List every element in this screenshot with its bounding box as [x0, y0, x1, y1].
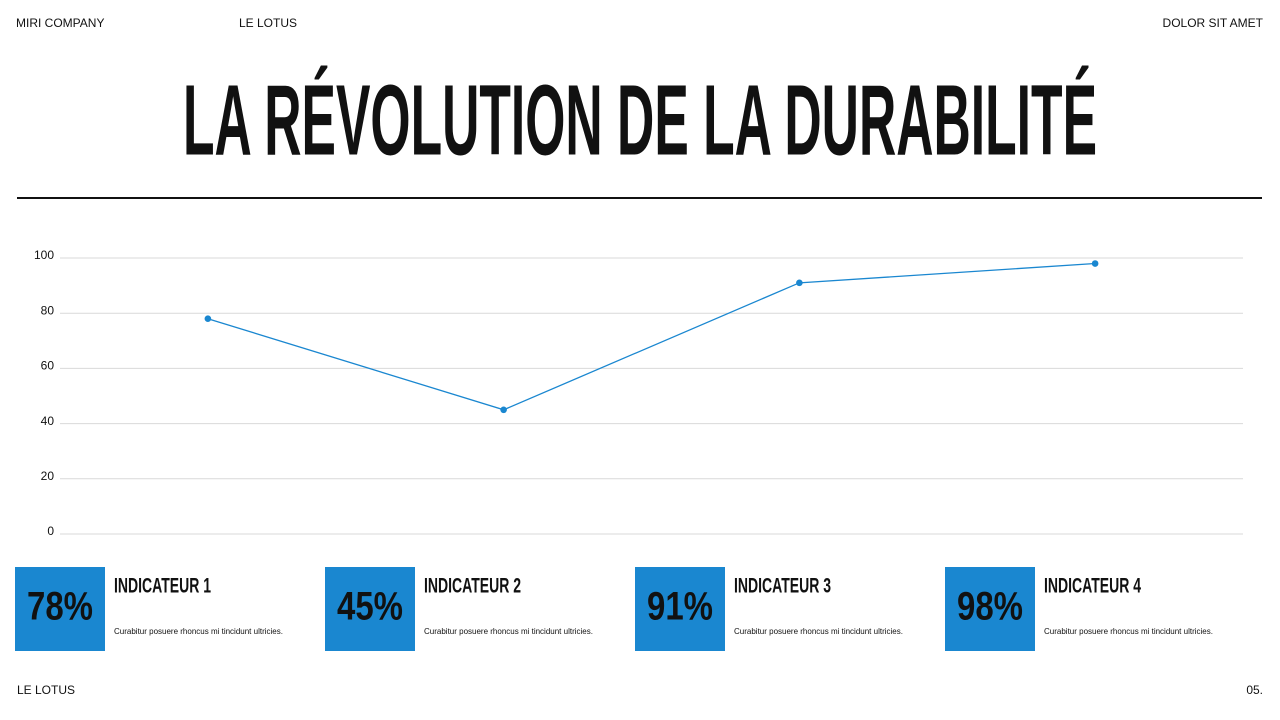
indicator-value: 91%: [647, 585, 713, 629]
y-tick-label: 60: [41, 359, 55, 373]
indicator-text: Curabitur posuere rhoncus mi tincidunt u…: [1044, 627, 1213, 636]
header-right: DOLOR SIT AMET: [1163, 16, 1264, 30]
indicator-box: [15, 567, 105, 651]
indicator-title: INDICATEUR 4: [1044, 575, 1141, 598]
slide-title: LA RÉVOLUTION DE LA DURABILITÉ: [183, 64, 1097, 176]
y-tick-label: 20: [41, 469, 55, 483]
footer-left: LE LOTUS: [17, 683, 75, 697]
indicator-box: [325, 567, 415, 651]
indicator-value: 98%: [957, 585, 1023, 629]
indicator-text: Curabitur posuere rhoncus mi tincidunt u…: [424, 627, 593, 636]
indicator-title: INDICATEUR 2: [424, 575, 521, 598]
data-point: [500, 406, 507, 414]
header-left: MIRI COMPANY: [16, 16, 104, 30]
indicator-text: Curabitur posuere rhoncus mi tincidunt u…: [114, 627, 283, 636]
indicator-text: Curabitur posuere rhoncus mi tincidunt u…: [734, 627, 903, 636]
footer-right: 05.: [1246, 683, 1263, 697]
data-point: [796, 279, 803, 287]
data-line: [207, 262, 1096, 411]
indicator-box: [635, 567, 725, 651]
indicator-value: 78%: [27, 585, 93, 629]
data-point: [204, 315, 212, 323]
y-tick-label: 80: [41, 303, 55, 317]
data-point: [1091, 260, 1099, 267]
y-tick-label: 0: [47, 524, 54, 538]
header-center: LE LOTUS: [239, 16, 297, 30]
indicator-title: INDICATEUR 1: [114, 575, 211, 598]
indicator-value: 45%: [337, 585, 403, 629]
indicator-title: INDICATEUR 3: [734, 575, 831, 598]
y-tick-label: 40: [41, 414, 55, 428]
indicator-box: [945, 567, 1035, 651]
y-tick-label: 100: [34, 248, 54, 262]
